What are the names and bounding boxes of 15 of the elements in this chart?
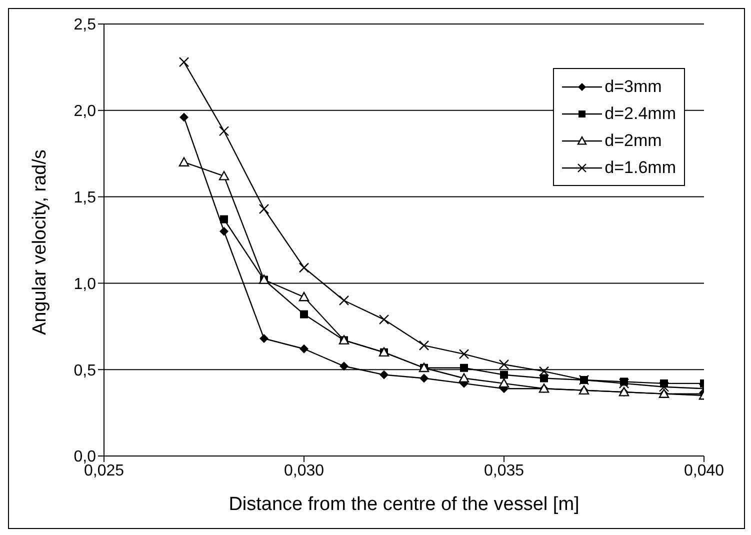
- legend-label: d=2mm: [604, 130, 662, 150]
- x-axis-title: Distance from the centre of the vessel [m]: [228, 494, 580, 515]
- y-tick-label: 1,5: [74, 189, 96, 206]
- x-tick-label: 0,025: [84, 462, 124, 480]
- x-tick-label: 0,030: [284, 462, 324, 480]
- legend-label: d=2.4mm: [604, 104, 676, 124]
- y-tick-label: 2,0: [74, 103, 96, 120]
- y-tick-label: 0,5: [74, 362, 96, 380]
- y-tick-label: 1,0: [74, 276, 96, 293]
- legend-label: d=1.6mm: [604, 158, 676, 178]
- y-axis-title: Angular velocity, rad/s: [30, 149, 51, 335]
- x-tick-label: 0,040: [684, 462, 724, 480]
- x-tick-label: 0,035: [484, 462, 524, 480]
- y-tick-label: 2,5: [74, 16, 96, 34]
- legend-label: d=3mm: [604, 76, 662, 96]
